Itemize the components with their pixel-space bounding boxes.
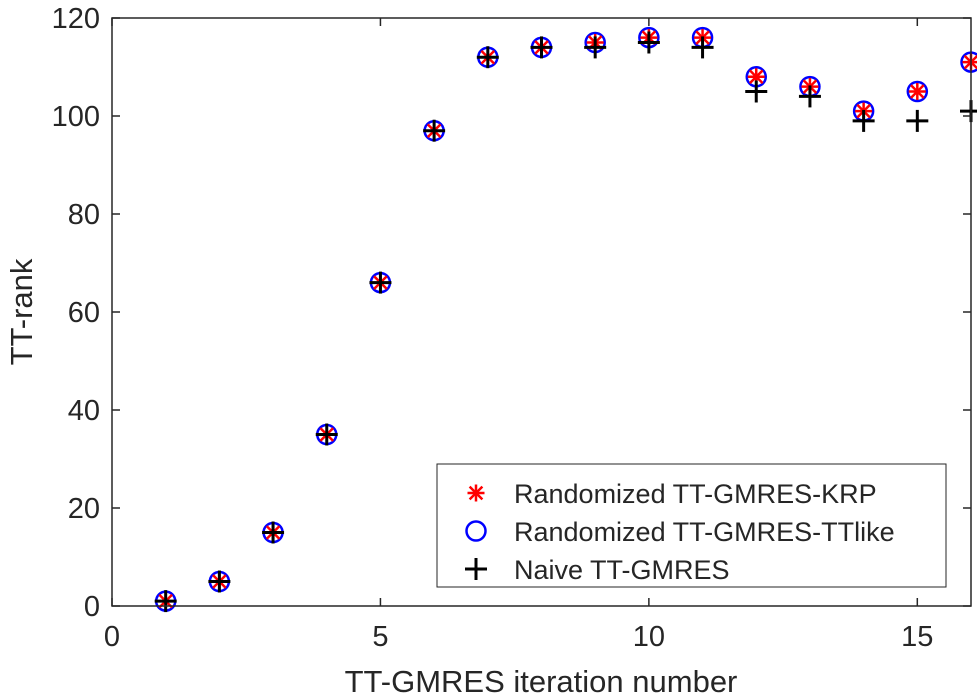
legend-label: Randomized TT-GMRES-KRP [514, 479, 877, 509]
legend: Randomized TT-GMRES-KRP Randomized TT-GMR… [436, 463, 947, 588]
legend-label: Randomized TT-GMRES-TTlike [514, 517, 895, 547]
y-axis: 0 20 40 60 80 100 120 [52, 3, 971, 623]
data-point-plus [262, 521, 285, 544]
data-point-plus [530, 36, 553, 59]
y-tick-label: 80 [68, 199, 100, 231]
y-tick-label: 60 [68, 297, 100, 329]
data-point-plus [369, 271, 392, 294]
data-point-plus [154, 590, 177, 613]
data-point-plus [852, 109, 875, 132]
y-tick-label: 20 [68, 493, 100, 525]
data-point-plus [584, 36, 607, 59]
legend-marker-circle [465, 520, 487, 542]
y-axis-label: TT-rank [4, 258, 39, 365]
data-point-plus [423, 119, 446, 142]
x-tick-label: 10 [633, 621, 665, 653]
y-tick-label: 40 [68, 395, 100, 427]
legend-marker-asterisk [467, 484, 485, 502]
x-tick-label: 5 [372, 621, 388, 653]
legend-marker-plus [465, 558, 487, 580]
x-axis-label: TT-GMRES iteration number [345, 664, 738, 699]
data-point-plus [745, 80, 768, 103]
data-point-plus [906, 109, 929, 132]
data-point-plus [315, 423, 338, 446]
data-point-plus [637, 31, 660, 54]
y-tick-label: 0 [84, 591, 100, 623]
x-tick-label: 15 [901, 621, 933, 653]
x-tick-label: 0 [104, 621, 120, 653]
data-point-plus [208, 570, 231, 593]
x-axis: 0 5 10 15 [104, 18, 933, 653]
y-tick-label: 120 [52, 3, 100, 35]
legend-box [436, 463, 947, 588]
data-point-asterisk [908, 83, 926, 100]
data-point-asterisk [962, 53, 977, 71]
data-point-plus [691, 36, 714, 59]
data-point-plus [476, 46, 499, 69]
legend-label: Naive TT-GMRES [514, 555, 730, 585]
y-tick-label: 100 [52, 101, 100, 133]
data-point-plus [798, 85, 821, 108]
data-point-circle [906, 80, 929, 103]
